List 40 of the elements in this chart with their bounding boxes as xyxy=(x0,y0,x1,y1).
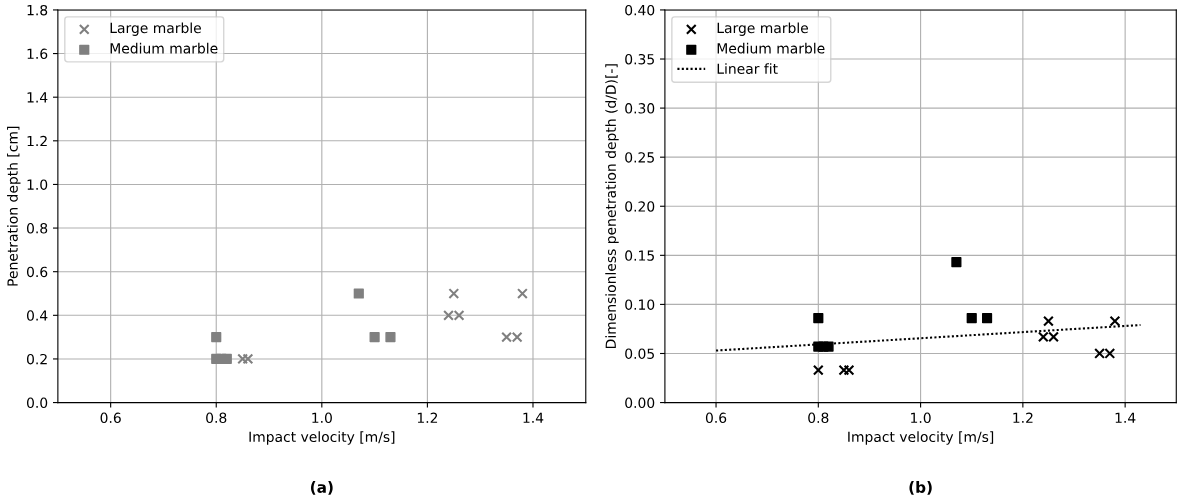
x-tick-label: 0.8 xyxy=(206,412,227,424)
legend-label: Medium marble xyxy=(110,42,218,54)
legend-label: Large marble xyxy=(110,22,201,36)
y-tick-label: 0.30 xyxy=(625,103,655,114)
x-tick-label: 1.0 xyxy=(911,412,931,424)
x-tick-label: 1.2 xyxy=(1013,412,1033,423)
text: (b) xyxy=(909,481,932,495)
legend-label: Large marble xyxy=(717,22,809,36)
x-tick-label: 1.4 xyxy=(523,412,544,423)
y-tick-label: 0.2 xyxy=(26,353,47,365)
y-tick-label: 0.15 xyxy=(625,250,654,261)
y-tick-label: 1.0 xyxy=(27,179,48,190)
x-tick-label: 1.0 xyxy=(312,412,332,424)
y-tick-label: 0.05 xyxy=(625,348,654,359)
y-tick-label: 1.8 xyxy=(27,4,48,16)
legend-label: Medium marble xyxy=(717,42,825,54)
legend-label: Linear fit xyxy=(717,63,778,74)
y-tick-label: 0.0 xyxy=(26,397,48,409)
y-axis-title: Dimensionless penetration depth (d/D)[-] xyxy=(605,64,619,349)
x-tick-label: 1.4 xyxy=(1115,412,1136,423)
x-axis-title: Impact velocity [m/s] xyxy=(249,431,395,445)
y-tick-label: 0.35 xyxy=(625,53,654,65)
x-tick-label: 0.6 xyxy=(705,412,727,424)
y-tick-label: 1.4 xyxy=(27,92,48,103)
y-tick-label: 0.40 xyxy=(625,4,655,16)
x-tick-label: 0.6 xyxy=(100,412,121,424)
y-tick-label: 1.6 xyxy=(27,48,48,60)
text: (a) xyxy=(311,481,333,495)
y-tick-label: 1.2 xyxy=(27,135,47,147)
x-tick-label: 0.8 xyxy=(808,412,829,424)
x-axis-title: Impact velocity [m/s] xyxy=(848,431,994,445)
y-tick-label: 0.6 xyxy=(26,266,48,278)
y-tick-label: 0.10 xyxy=(625,299,655,310)
y-axis-title: Penetration depth [cm] xyxy=(7,126,21,286)
y-tick-label: 0.25 xyxy=(625,152,654,163)
y-tick-label: 0.20 xyxy=(625,201,655,212)
y-tick-label: 0.8 xyxy=(26,223,48,234)
x-tick-label: 1.2 xyxy=(417,412,438,423)
y-tick-label: 0.00 xyxy=(625,397,655,409)
y-tick-label: 0.4 xyxy=(26,310,48,321)
